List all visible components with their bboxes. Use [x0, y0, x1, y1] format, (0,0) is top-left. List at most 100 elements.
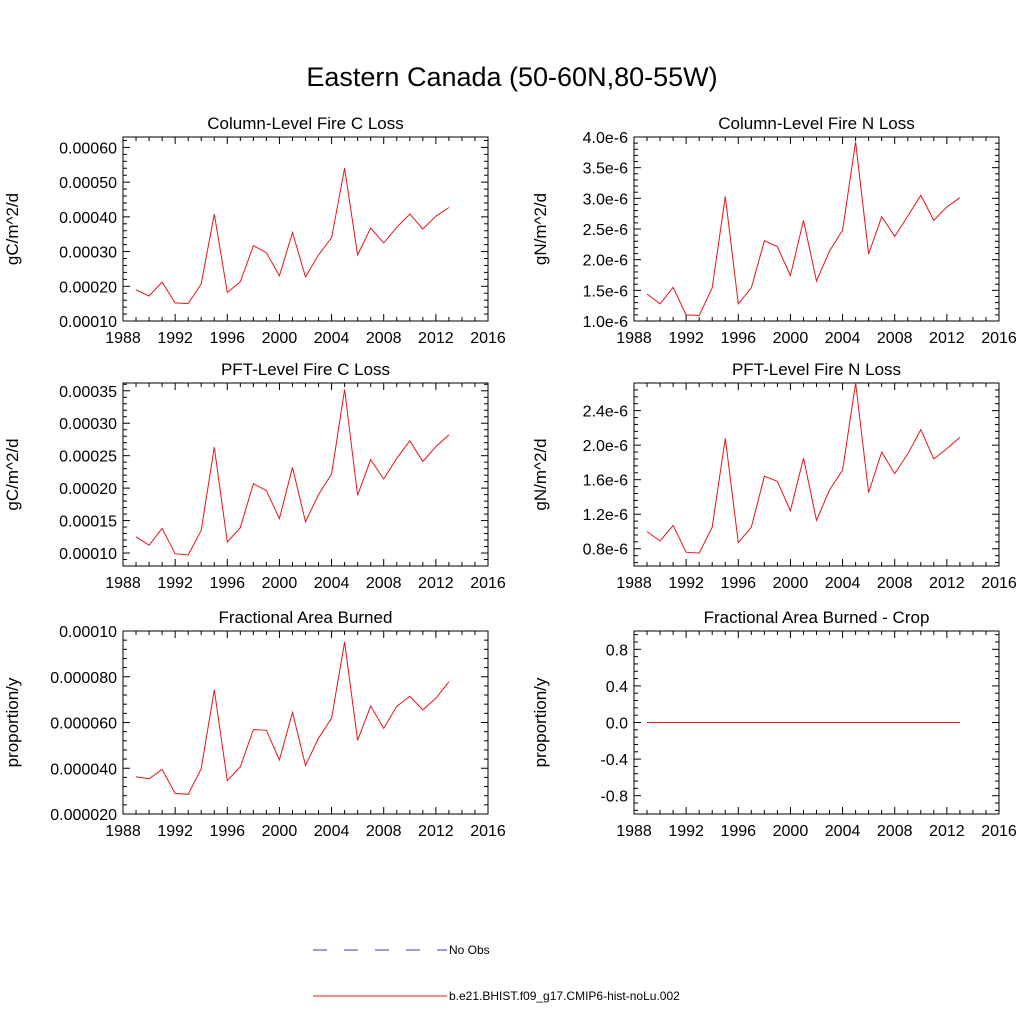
x-tick-label: 2008 [877, 330, 913, 347]
y-tick-label: 0.00020 [59, 481, 117, 498]
y-tick-label: 0.00035 [59, 384, 117, 401]
y-tick-label: 0.00040 [59, 210, 117, 227]
y-tick-label: 0.4 [606, 679, 628, 696]
x-tick-label: 1992 [157, 330, 193, 347]
y-tick-label: 0.00020 [59, 279, 117, 296]
x-tick-label: 1988 [105, 575, 141, 592]
y-tick-label: 1.0e-6 [583, 314, 628, 331]
y-tick-label: 4.0e-6 [583, 130, 628, 147]
x-tick-label: 1988 [105, 823, 141, 840]
x-tick-label: 2000 [773, 575, 809, 592]
y-tick-label: 0.000080 [50, 670, 117, 687]
legend: No Obs b.e21.BHIST.f09_g17.CMIP6-hist-noL… [313, 943, 680, 1003]
x-tick-label: 1988 [616, 823, 652, 840]
y-axis-label: gC/m^2/d [3, 438, 22, 510]
x-tick-label: 1996 [720, 330, 756, 347]
x-tick-label: 2004 [314, 330, 350, 347]
y-axis-label: gN/m^2/d [531, 438, 550, 510]
legend-label-model: b.e21.BHIST.f09_g17.CMIP6-hist-noLu.002 [449, 989, 680, 1003]
x-tick-label: 2016 [470, 575, 506, 592]
y-axis-label: proportion/y [3, 677, 22, 767]
x-tick-label: 1996 [209, 330, 245, 347]
x-tick-label: 2012 [418, 330, 454, 347]
panel-title: Column-Level Fire N Loss [718, 114, 915, 133]
x-tick-label: 2000 [262, 330, 298, 347]
y-tick-label: 3.0e-6 [583, 191, 628, 208]
y-tick-label: 2.4e-6 [583, 404, 628, 421]
x-tick-label: 1992 [668, 330, 704, 347]
y-tick-label: 0.00060 [59, 140, 117, 157]
x-tick-label: 2004 [314, 823, 350, 840]
y-tick-label: 0.00015 [59, 514, 117, 531]
panel-title: PFT-Level Fire C Loss [221, 360, 390, 379]
x-tick-label: 2016 [470, 823, 506, 840]
x-tick-label: 2004 [825, 823, 861, 840]
y-tick-label: 0.00010 [59, 546, 117, 563]
x-tick-label: 2012 [418, 823, 454, 840]
y-tick-label: -0.4 [600, 752, 628, 769]
x-tick-label: 2000 [262, 575, 298, 592]
x-tick-label: 2000 [773, 330, 809, 347]
x-tick-label: 2012 [929, 575, 965, 592]
plot-frame [633, 136, 1000, 322]
series-line [646, 141, 961, 317]
plot-frame [633, 382, 1000, 567]
x-tick-label: 1992 [157, 823, 193, 840]
x-tick-label: 2016 [981, 575, 1017, 592]
chart-panel-3: 1988 1992 1996 2000 2004 2008 2012 2016 0.00010 0… [3, 360, 506, 592]
x-tick-label: 2016 [470, 330, 506, 347]
y-tick-label: 0.000020 [50, 807, 117, 824]
y-tick-label: 0.00030 [59, 245, 117, 262]
series-line [646, 382, 961, 554]
legend-label-no-obs: No Obs [449, 943, 490, 957]
y-tick-label: 3.5e-6 [583, 161, 628, 178]
y-tick-label: 1.2e-6 [583, 507, 628, 524]
chart-panel-4: 1988 1992 1996 2000 2004 2008 2012 2016 0.8e-6 1.… [531, 360, 1017, 592]
x-tick-label: 2016 [981, 823, 1017, 840]
x-tick-label: 1988 [616, 575, 652, 592]
plot-frame [122, 630, 489, 815]
y-axis-label: gN/m^2/d [531, 193, 550, 265]
y-tick-label: 1.5e-6 [583, 283, 628, 300]
x-tick-label: 1996 [209, 823, 245, 840]
x-tick-label: 2012 [418, 575, 454, 592]
series-line [135, 641, 450, 795]
panel-title: Fractional Area Burned [219, 608, 393, 627]
x-tick-label: 2012 [929, 823, 965, 840]
plot-frame [122, 136, 489, 322]
y-tick-label: 0.000040 [50, 761, 117, 778]
x-tick-label: 2008 [366, 330, 402, 347]
x-tick-label: 2016 [981, 330, 1017, 347]
x-tick-label: 1996 [720, 823, 756, 840]
x-tick-label: 2008 [877, 823, 913, 840]
plot-frame [122, 382, 489, 567]
x-tick-label: 1988 [616, 330, 652, 347]
series-line [135, 168, 450, 305]
y-tick-label: 0.00050 [59, 175, 117, 192]
chart-panel-5: 1988 1992 1996 2000 2004 2008 2012 2016 0.000020… [3, 608, 506, 840]
x-tick-label: 2008 [877, 575, 913, 592]
y-tick-label: 0.8 [606, 642, 628, 659]
y-tick-label: 2.5e-6 [583, 222, 628, 239]
x-tick-label: 1996 [209, 575, 245, 592]
y-axis-label: proportion/y [531, 677, 550, 767]
panel-title: Column-Level Fire C Loss [207, 114, 404, 133]
y-tick-label: 1.6e-6 [583, 473, 628, 490]
panel-title: PFT-Level Fire N Loss [732, 360, 901, 379]
x-tick-label: 1996 [720, 575, 756, 592]
y-tick-label: 0.00030 [59, 416, 117, 433]
chart-panel-1: 1988 1992 1996 2000 2004 2008 2012 2016 0.00010 0… [3, 114, 506, 347]
x-tick-label: 1992 [668, 823, 704, 840]
x-tick-label: 1992 [668, 575, 704, 592]
chart-panel-6: 1988 1992 1996 2000 2004 2008 2012 2016 -0.8 -0.4… [531, 608, 1017, 840]
y-tick-label: 0.00025 [59, 449, 117, 466]
x-tick-label: 1992 [157, 575, 193, 592]
x-tick-label: 1988 [105, 330, 141, 347]
x-tick-label: 2000 [773, 823, 809, 840]
panel-title: Fractional Area Burned - Crop [704, 608, 930, 627]
y-tick-label: 0.00010 [59, 314, 117, 331]
x-tick-label: 2004 [825, 330, 861, 347]
figure-title: Eastern Canada (50-60N,80-55W) [306, 62, 718, 92]
x-tick-label: 2000 [262, 823, 298, 840]
